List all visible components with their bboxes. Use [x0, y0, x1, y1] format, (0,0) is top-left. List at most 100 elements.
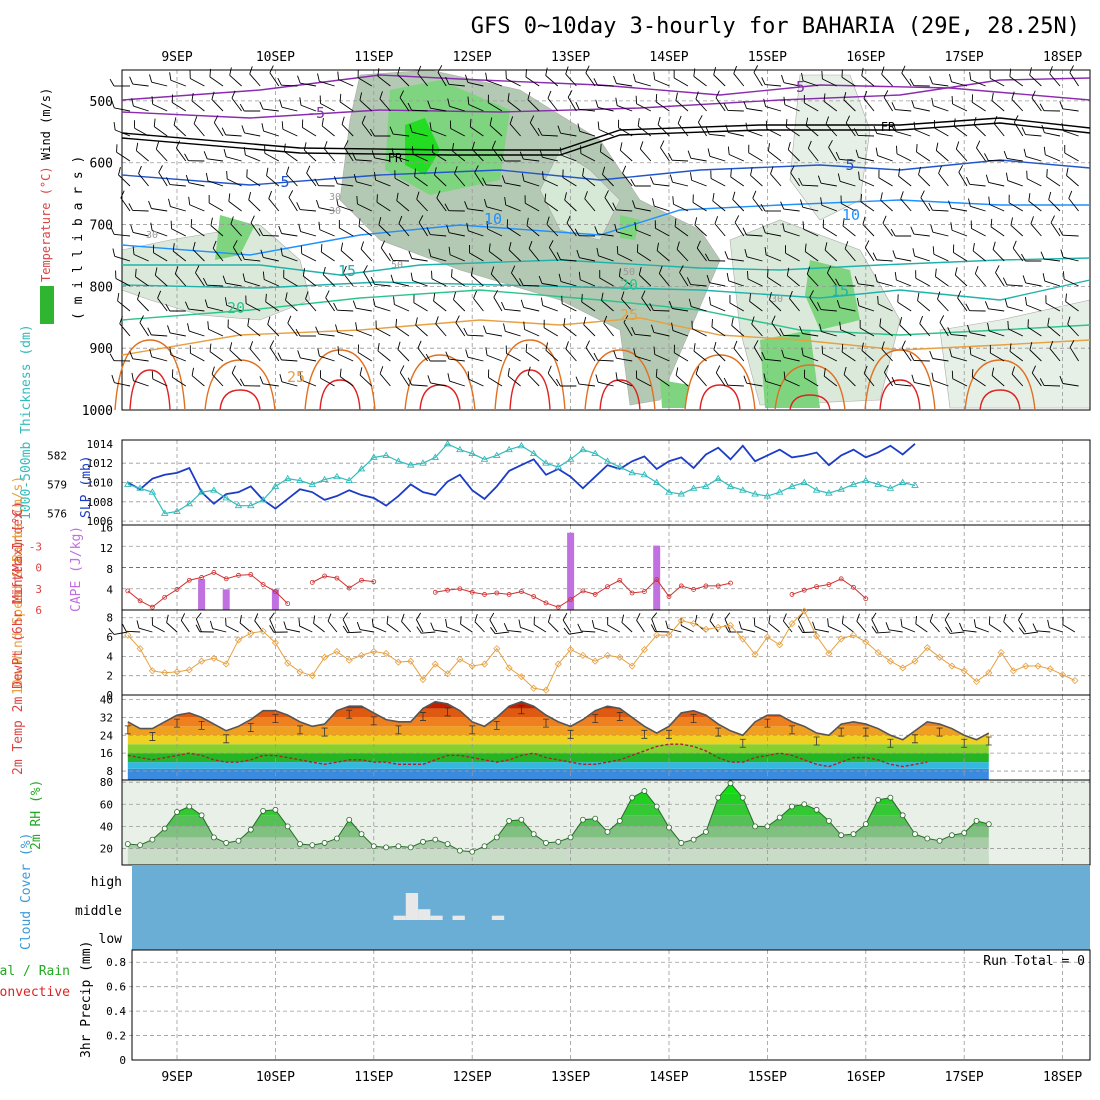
wind-barb-flag: [1041, 124, 1045, 133]
wind-barb-flag: [260, 249, 264, 258]
thickness-marker: [443, 439, 452, 447]
wind-barb: [320, 377, 335, 387]
wind-barb-flag: [539, 149, 543, 158]
wind-speed-marker: [161, 669, 169, 677]
wind-barb: [153, 252, 168, 262]
wind-barb-flag: [445, 351, 450, 360]
wind-barb: [839, 307, 856, 312]
wind-barb: [228, 201, 242, 212]
wind-barb-flag: [356, 195, 358, 205]
wind-barb: [679, 272, 689, 287]
wind-barb: [169, 184, 186, 187]
temperature-tick: 32: [100, 711, 113, 724]
lifted-index-tick: 6: [35, 604, 42, 617]
wind-barb: [1024, 631, 1039, 635]
wind-barb-flag: [649, 176, 654, 185]
rh-marker: [161, 825, 168, 832]
rh-marker: [174, 809, 180, 815]
wind-barb-flag: [545, 342, 549, 351]
wind-barb: [787, 275, 800, 287]
wind-barb: [471, 275, 484, 287]
wind-barb: [489, 619, 498, 633]
wind-barb: [301, 253, 317, 262]
wind-barb: [727, 109, 744, 112]
lifted-index-tick: 0: [35, 562, 42, 575]
wind-barb: [897, 301, 912, 312]
wind-barb-flag: [782, 223, 785, 232]
wind-barb: [486, 332, 503, 337]
wind-barb-flag: [873, 125, 878, 134]
wind-barb: [449, 232, 465, 237]
wind-barb: [593, 627, 608, 633]
lifted-index-line: [127, 571, 289, 608]
wind-barb-flag: [842, 217, 845, 227]
wind-barb-flag: [634, 222, 637, 231]
wind-barb-flag: [277, 77, 282, 86]
wind-barb: [303, 149, 317, 162]
thickness-marker: [862, 476, 870, 484]
wind-barb: [674, 226, 689, 237]
thickness-marker: [726, 482, 735, 489]
wind-barb: [975, 626, 989, 633]
wind-barb-flag: [704, 253, 710, 261]
wind-barb: [1046, 176, 1061, 187]
wind-barb: [841, 203, 856, 212]
wind-barb: [469, 252, 484, 262]
wind-barb: [765, 106, 782, 112]
wind-barb-flag: [538, 275, 543, 284]
wind-barb-flag: [1040, 251, 1045, 260]
wind-barb-flag: [109, 353, 115, 361]
wind-barb-flag: [652, 198, 655, 207]
wind-barb: [1026, 178, 1042, 187]
wind-barb-flag: [707, 148, 711, 157]
dewpoint-line: [127, 743, 928, 768]
wind-barb: [785, 252, 800, 262]
wind-barb-flag: [195, 624, 201, 632]
wind-barb-flag: [224, 297, 228, 306]
wind-speed-marker: [1046, 665, 1054, 673]
wind-barb: [565, 73, 577, 87]
wind-barb: [636, 103, 652, 112]
isotherm-hot-contour: [979, 389, 1021, 411]
wind-barb: [126, 630, 141, 633]
wind-barb: [396, 200, 410, 212]
wind-barb-flag: [195, 265, 200, 273]
wind-speed-axis-label: 10m Wind Speed & Barbs (m/s): [11, 476, 26, 695]
wind-barb-flag: [612, 202, 617, 211]
wind-barb: [585, 72, 596, 87]
rh-region: [789, 74, 871, 221]
wind-barb-flag: [807, 140, 812, 149]
rh-marker: [752, 823, 758, 830]
minmax-marker: [272, 714, 279, 724]
wind-barb-flag: [221, 127, 227, 136]
wind-barb-flag: [361, 115, 366, 124]
wind-barb: [728, 131, 744, 137]
wind-barb: [269, 619, 276, 633]
wind-barb-flag: [1010, 217, 1014, 226]
isotherm-label: 15: [831, 282, 849, 300]
thickness-axis-label: 1000-500mb Thickness (dm): [19, 324, 34, 520]
wind-barb: [597, 359, 614, 362]
wind-barb: [397, 74, 410, 87]
wind-barb-flag: [1043, 146, 1046, 155]
wind-barb: [895, 383, 912, 387]
rh-contour-label: 50: [391, 260, 403, 271]
wind-barb-flag: [1021, 127, 1026, 135]
wind-speed-marker: [357, 651, 366, 659]
wind-barb-flag: [1018, 627, 1025, 635]
wind-barb: [1009, 351, 1024, 362]
wind-barb-flag: [944, 612, 950, 620]
wind-barb: [525, 351, 540, 362]
wind-barb: [300, 209, 317, 212]
wind-barb-flag: [280, 247, 283, 256]
minmax-marker: [346, 709, 353, 719]
wind-barb: [114, 382, 131, 387]
rh-moist-region: [760, 330, 820, 408]
lifted-index-marker: [789, 592, 795, 597]
wind-barb: [386, 623, 399, 633]
wind-barb: [153, 126, 168, 137]
wind-barb: [399, 372, 410, 387]
wind-barb: [709, 282, 726, 287]
wind-barb-flag: [340, 242, 344, 251]
wind-barb: [1028, 200, 1042, 212]
